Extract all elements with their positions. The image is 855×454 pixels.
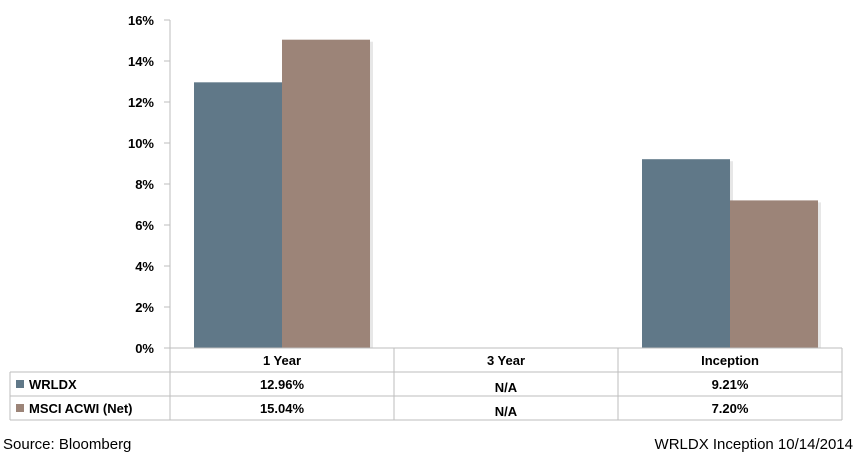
category-label: 1 Year [263, 353, 301, 368]
bar-wrldx-0 [194, 82, 282, 348]
y-tick-label: 4% [135, 259, 154, 274]
y-tick-label: 10% [128, 136, 154, 151]
data-label: 9.21% [712, 377, 749, 392]
y-tick-label: 8% [135, 177, 154, 192]
y-tick-label: 6% [135, 218, 154, 233]
source-note: Source: Bloomberg [3, 436, 131, 453]
bar-msci-acwi-net-0 [282, 39, 370, 349]
data-label: N/A [495, 404, 518, 419]
data-label: N/A [495, 380, 518, 395]
data-label: 7.20% [712, 401, 749, 416]
category-label: Inception [701, 353, 759, 368]
legend-swatch [16, 380, 24, 388]
data-label: 15.04% [260, 401, 305, 416]
legend-swatch [16, 404, 24, 412]
y-tick-label: 16% [128, 13, 154, 28]
y-tick-label: 0% [135, 341, 154, 356]
bars [194, 39, 821, 349]
data-label: 12.96% [260, 377, 305, 392]
y-axis: 0% 2% 4% 6% 8% 10% 12% 14% 16% [128, 13, 171, 356]
legend-label: WRLDX [29, 377, 77, 392]
y-tick-label: 14% [128, 54, 154, 69]
inception-note: WRLDX Inception 10/14/2014 [655, 436, 853, 453]
data-table: 1 Year 3 Year Inception WRLDX 12.96% N/A 9.21%… [9, 347, 843, 421]
legend-label: MSCI ACWI (Net) [29, 401, 133, 416]
y-tick-label: 2% [135, 300, 154, 315]
category-label: 3 Year [487, 353, 525, 368]
bar-wrldx-2 [642, 159, 730, 348]
bar-msci-acwi-net-2 [730, 200, 818, 348]
y-tick-label: 12% [128, 95, 154, 110]
